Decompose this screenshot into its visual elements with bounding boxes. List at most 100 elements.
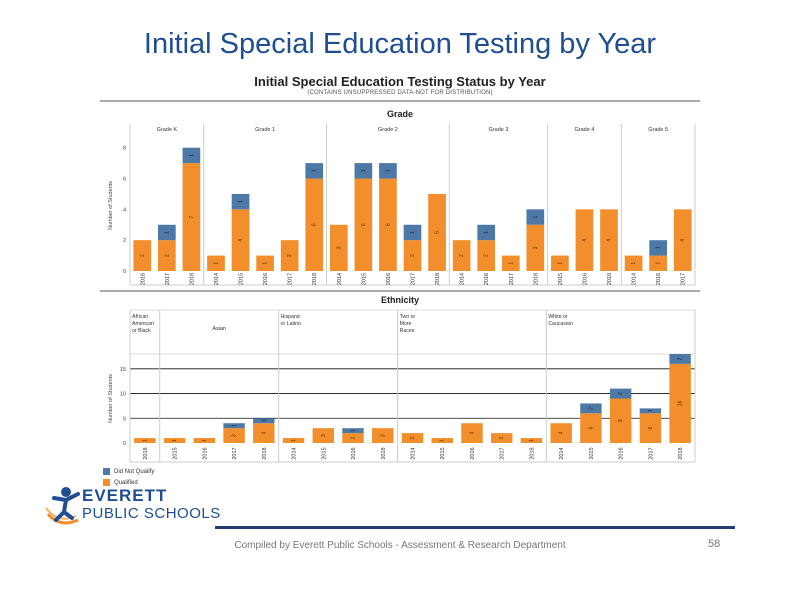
group-4: Grade 4 1 2015 4 2016 4 2018	[547, 124, 618, 285]
legend-item-qualified[interactable]: Qualified	[103, 479, 154, 486]
bar-label-qualified: 4	[261, 432, 267, 435]
chart-ethnicity: Ethnicity 0 5 10 15 Number of Students African…	[100, 290, 700, 463]
bar-label-did-not-qualify: 1	[232, 424, 238, 427]
bar-qualified	[158, 240, 176, 271]
bar-label-qualified: 2	[459, 254, 465, 257]
bar-label-qualified: 1	[291, 439, 297, 442]
bar-qualified	[624, 255, 643, 271]
x-tick-label: 2016	[656, 273, 662, 285]
bar-qualified	[526, 224, 545, 271]
bar-qualified	[305, 178, 324, 271]
bar-qualified	[477, 240, 496, 271]
bar-label-qualified: 9	[618, 419, 624, 422]
bar-label-qualified: 1	[172, 439, 178, 442]
bar-label-qualified: 1	[529, 439, 535, 442]
x-tick-label: 2017	[232, 447, 238, 459]
dashboard-subtitle: (CONTAINS UNSUPPRESSED DATA-NOT FOR DIST…	[307, 90, 493, 96]
bar-label-did-not-qualify: 1	[312, 169, 318, 172]
bar-label-qualified: 4	[607, 239, 613, 242]
x-tick-label: 2014	[411, 447, 417, 459]
bar-qualified	[329, 224, 348, 271]
x-tick-label: 2018	[533, 273, 539, 285]
bar-did-not-qualify	[182, 147, 201, 164]
y-tick-label: 6	[123, 177, 126, 183]
bar-label-qualified: 4	[559, 432, 565, 435]
x-tick-label: 2018	[529, 447, 535, 459]
bar-qualified	[133, 240, 152, 271]
x-tick-label: 2015	[558, 273, 564, 285]
bar-label-qualified: 1	[213, 262, 219, 265]
bar-label-qualified: 1	[202, 439, 208, 442]
x-tick-label: 2015	[173, 447, 179, 459]
group-header-label: More	[400, 321, 412, 327]
y-tick-label: 0	[123, 441, 126, 447]
bar-qualified	[231, 209, 250, 271]
slide-title: Initial Special Education Testing by Yea…	[143, 28, 657, 60]
bar-qualified	[639, 413, 662, 443]
x-tick-label: 2014	[559, 447, 565, 459]
x-tick-label: 2016	[582, 273, 588, 285]
bar-qualified	[491, 433, 513, 443]
y-axis-label: Number of Students	[108, 374, 114, 423]
bar-label-qualified: 2	[484, 254, 490, 257]
bar-qualified	[403, 240, 422, 271]
legend-item-did-not-qualify[interactable]: Did Not Qualify	[103, 468, 154, 475]
x-tick-label: 2018	[678, 447, 684, 459]
bar-did-not-qualify	[354, 163, 373, 179]
bar-qualified	[428, 193, 446, 271]
bar-label-did-not-qualify: 1	[648, 409, 654, 412]
group-5: Grade 5 1 2014 1 1 2016 4 2017	[620, 124, 692, 285]
chart-grade: Grade 0 2 4 6 8 Number of Students Grade K 2 2016…	[100, 100, 700, 286]
bar-qualified	[193, 438, 216, 443]
group-2: Grade 2 3 2014 6 1 2015 6 1 2016 2 1 2017 5 2018	[326, 124, 446, 285]
logo-text-everett: EVERETT	[82, 486, 168, 505]
bar-did-not-qualify	[649, 240, 667, 256]
x-tick-label: 2016	[619, 447, 625, 459]
x-tick-label: 2014	[632, 273, 638, 285]
y-tick-label: 15	[120, 367, 126, 373]
bar-label-qualified: 2	[140, 254, 146, 257]
bar-qualified	[461, 423, 483, 443]
bar-qualified	[431, 438, 453, 443]
legend-label-qualified: Qualified	[114, 479, 138, 486]
everett-logo: EVERETT PUBLIC SCHOOLS	[44, 484, 224, 528]
bar-qualified	[550, 423, 572, 443]
x-tick-label: 2016	[470, 447, 476, 459]
bar-label-qualified: 3	[321, 434, 327, 437]
group-0: Grade K 2 2016 2 1 2017 7 1 2018	[133, 127, 201, 285]
bar-did-not-qualify	[639, 408, 662, 414]
x-tick-label: 2016	[202, 447, 208, 459]
bar-label-did-not-qualify: 2	[678, 357, 684, 360]
x-tick-label: 2014	[337, 273, 343, 285]
group-header-label: Grade 1	[255, 127, 275, 133]
bar-label-qualified: 4	[469, 432, 475, 435]
chart-title: Grade	[387, 109, 413, 119]
bar-label-qualified: 4	[238, 239, 244, 242]
group-header-label: American	[132, 321, 154, 327]
bar-qualified	[163, 438, 186, 443]
bar-qualified	[401, 433, 424, 443]
bar-label-did-not-qualify: 1	[351, 429, 357, 432]
group-header-label: or Latino	[281, 321, 301, 327]
chart-title: Ethnicity	[381, 295, 419, 305]
bar-did-not-qualify	[526, 209, 545, 225]
bar-label-qualified: 16	[678, 400, 684, 406]
group-header-label: Grade 2	[378, 127, 398, 133]
x-tick-label: 2016	[484, 273, 490, 285]
bar-qualified	[354, 178, 373, 271]
bar-qualified	[342, 433, 364, 443]
group-1: Asian 1 2015 1 2016 3 1 2017 4 1 2018	[159, 310, 275, 462]
bar-label-qualified: 4	[680, 239, 686, 242]
bar-label-did-not-qualify: 1	[484, 231, 490, 234]
bar-did-not-qualify	[158, 224, 176, 241]
bar-qualified	[256, 255, 274, 271]
bar-qualified	[134, 438, 156, 443]
bar-label-qualified: 6	[588, 427, 594, 430]
x-tick-label: 2014	[460, 273, 466, 285]
group-header-label: Asian	[212, 326, 226, 332]
bar-did-not-qualify	[580, 403, 602, 414]
